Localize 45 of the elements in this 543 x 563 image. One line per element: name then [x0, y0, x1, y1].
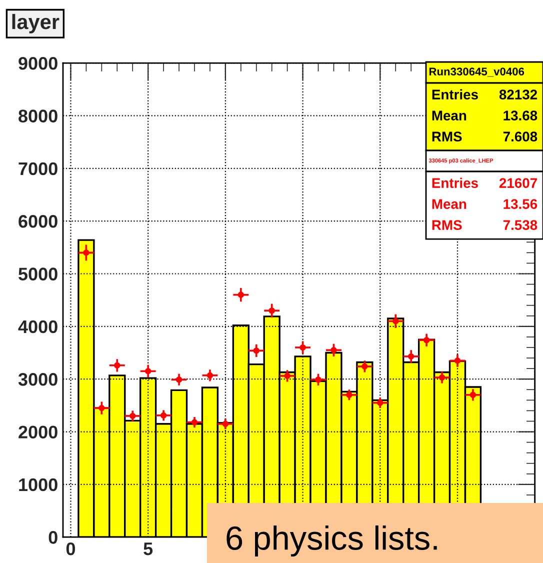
y-tick-label: 5000 — [18, 268, 58, 280]
y-tick-label: 4000 — [18, 320, 58, 334]
point — [176, 376, 182, 383]
y-tick-label: 6000 — [18, 215, 58, 228]
annotation: 6 physics lists. — [226, 525, 437, 557]
y-tick-label: 3000 — [18, 373, 58, 386]
y-tick-label: 0 — [48, 531, 58, 544]
text: Run330645_v0406 — [429, 68, 524, 77]
point — [377, 400, 384, 406]
x-tick-label: 5 — [144, 542, 153, 556]
point — [129, 412, 136, 420]
point — [362, 363, 368, 370]
point — [408, 353, 414, 360]
point — [315, 376, 322, 383]
text: Mean 13.56 — [432, 199, 538, 210]
point — [300, 344, 306, 351]
point — [238, 292, 244, 298]
point — [268, 307, 275, 314]
text: Entries 82132 — [432, 89, 538, 100]
point — [253, 348, 260, 354]
point — [392, 318, 399, 324]
y-tick-label: 1000 — [19, 478, 58, 492]
point — [191, 419, 198, 426]
y-tick-label: 2000 — [18, 426, 58, 438]
point — [423, 336, 430, 344]
text: Entries 21607 — [432, 178, 537, 188]
point — [438, 374, 446, 381]
point — [330, 346, 337, 354]
point — [454, 358, 461, 364]
y-tick-label: 9000 — [18, 56, 58, 70]
point — [284, 372, 290, 380]
y-tick-label: 7000 — [18, 162, 58, 176]
point — [83, 250, 90, 256]
point — [222, 420, 229, 427]
text: RMS 7.608 — [432, 132, 538, 142]
point — [470, 392, 476, 398]
y-tick-label: 8000 — [18, 110, 58, 122]
point — [206, 372, 214, 379]
chart-title: layer — [12, 14, 60, 34]
point — [114, 362, 120, 369]
text: RMS 7.538 — [432, 220, 538, 230]
point — [98, 404, 105, 412]
point — [144, 368, 152, 374]
point — [160, 412, 167, 419]
text: Mean 13.68 — [432, 110, 538, 120]
